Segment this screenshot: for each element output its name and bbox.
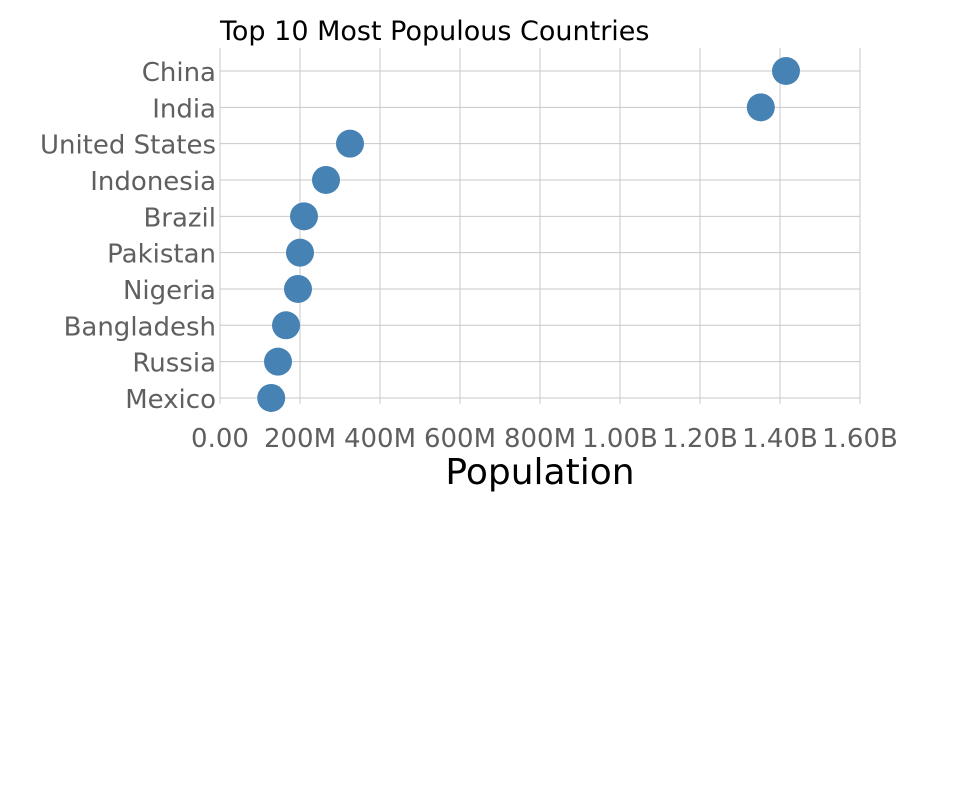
data-point (312, 165, 340, 194)
x-tick-label: 1.40B (742, 424, 818, 454)
y-tick-label: Mexico (125, 385, 216, 415)
grid (219, 48, 861, 404)
x-tick-label: 1.60B (822, 424, 898, 454)
x-tick-label: 200M (264, 424, 336, 454)
data-points (257, 57, 800, 412)
y-tick-label: China (142, 58, 216, 88)
data-point (286, 238, 314, 267)
chart-title: Top 10 Most Populous Countries (219, 16, 649, 47)
x-tick-label: 600M (424, 424, 496, 454)
x-tick-label: 1.20B (662, 424, 738, 454)
y-tick-label: India (152, 94, 216, 124)
y-tick-label: Nigeria (123, 276, 216, 306)
data-point (336, 129, 364, 158)
y-tick-label: United States (40, 131, 216, 161)
x-axis-label: Population (445, 452, 634, 493)
x-tick-label: 400M (344, 424, 416, 454)
data-point (290, 202, 318, 231)
data-point (284, 274, 312, 303)
data-point (746, 93, 775, 122)
y-tick-label: Bangladesh (64, 312, 216, 342)
data-point (272, 311, 300, 340)
x-tick-label: 800M (504, 424, 576, 454)
x-tick-label: 1.00B (582, 424, 658, 454)
y-tick-labels: China India United States Indonesia Brazil Pa… (40, 58, 216, 415)
data-point (257, 383, 286, 412)
y-tick-label: Brazil (143, 203, 216, 233)
y-tick-label: Russia (132, 349, 216, 379)
y-tick-label: Pakistan (107, 240, 216, 270)
y-tick-label: Indonesia (90, 167, 216, 197)
x-tick-labels: 0.00 200M 400M 600M 800M 1.00B 1.20B 1.40B 1.60B (191, 424, 898, 454)
data-point (772, 57, 800, 85)
data-point (264, 347, 292, 376)
x-tick-label: 0.00 (191, 424, 249, 454)
